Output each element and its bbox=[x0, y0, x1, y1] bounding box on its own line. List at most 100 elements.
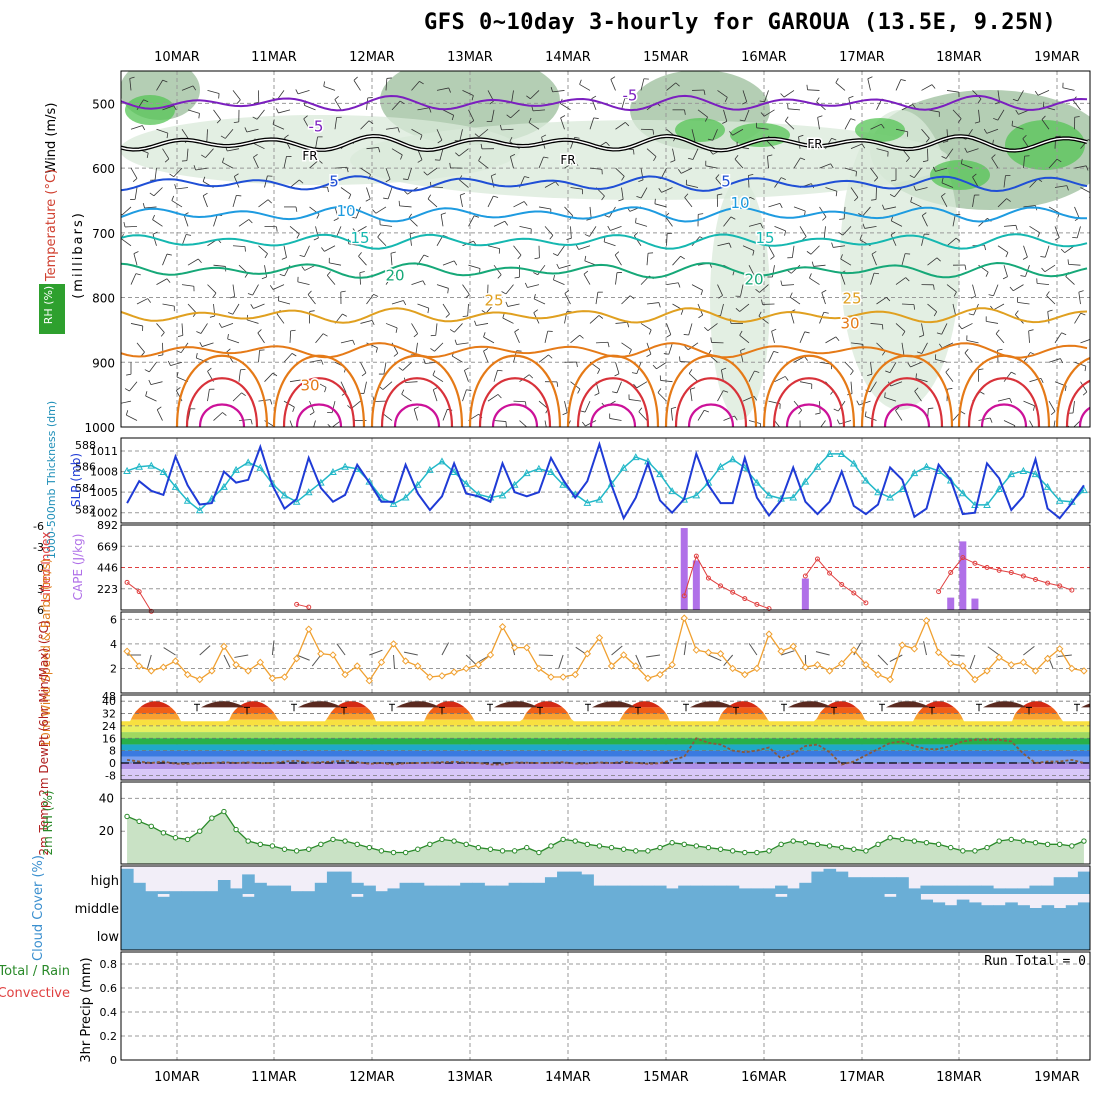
rh2m-marker bbox=[511, 848, 518, 854]
thickness-marker bbox=[801, 477, 810, 485]
wind-barb-flag bbox=[320, 359, 324, 365]
wind-barb-flag bbox=[359, 271, 365, 274]
wind-barb-flag bbox=[408, 213, 413, 219]
wind-barb bbox=[442, 303, 450, 315]
wind-barb bbox=[768, 351, 774, 363]
wind-speed-marker bbox=[607, 662, 616, 670]
wind-barb-flag bbox=[313, 237, 319, 241]
wind-barb-flag bbox=[831, 242, 834, 248]
wind-barb-flag bbox=[964, 264, 967, 270]
wind-barb-flag bbox=[466, 389, 472, 391]
thickness-marker bbox=[195, 506, 204, 514]
wind-barb bbox=[1048, 158, 1058, 169]
wind-barb bbox=[589, 226, 597, 237]
wind-speed-marker bbox=[583, 650, 592, 658]
thickness-marker bbox=[450, 467, 458, 475]
wind-barb bbox=[687, 342, 699, 351]
wind-barb-flag bbox=[784, 376, 789, 381]
thickness-marker bbox=[123, 466, 131, 474]
wind-barb-flag bbox=[680, 255, 685, 260]
wind-barb-flag bbox=[593, 117, 599, 119]
cloud-cell bbox=[944, 922, 958, 950]
wind-barb bbox=[478, 128, 489, 138]
rh2m-marker bbox=[451, 838, 457, 844]
cloud-cell bbox=[133, 922, 146, 950]
cloud-cell bbox=[145, 894, 158, 922]
wind-speed-marker bbox=[462, 664, 470, 673]
thickness-marker bbox=[522, 469, 531, 477]
wind-barb bbox=[820, 420, 826, 427]
wind-barb bbox=[945, 148, 954, 159]
wind-barb-flag bbox=[1014, 425, 1016, 427]
wind-barb bbox=[895, 410, 903, 421]
wind-barb bbox=[921, 84, 933, 91]
cloud-cell bbox=[666, 894, 679, 922]
cloud-cell bbox=[508, 922, 522, 950]
thickness-marker bbox=[1007, 470, 1016, 478]
rh-tick: 20 bbox=[99, 824, 114, 838]
wind-barb bbox=[436, 284, 449, 289]
lifted-index-marker bbox=[754, 601, 760, 607]
cloud-cell bbox=[678, 885, 691, 894]
wind-barb-flag bbox=[502, 313, 505, 319]
cloud-cell bbox=[823, 894, 837, 922]
cloud-cell bbox=[472, 882, 485, 894]
thickness-label: 1000-500mb Thickness (dm) bbox=[45, 401, 58, 559]
wind-barb-flag bbox=[905, 157, 910, 163]
thickness-marker bbox=[292, 497, 301, 505]
wind-barb-flag bbox=[667, 232, 673, 235]
cloud-cell bbox=[157, 922, 170, 950]
wind-barb-flag bbox=[798, 134, 804, 138]
wind-barb bbox=[183, 214, 189, 227]
wind-barb bbox=[910, 201, 922, 208]
wind-barb bbox=[1057, 654, 1072, 657]
wind-barb-flag bbox=[1011, 120, 1014, 126]
wind-barb-flag bbox=[177, 335, 183, 337]
wind-barb-flag bbox=[806, 84, 808, 90]
wind-speed-marker bbox=[523, 643, 531, 652]
wind-barb-flag bbox=[633, 383, 638, 389]
wind-barb-flag bbox=[402, 178, 409, 180]
wind-speed-marker bbox=[741, 670, 749, 679]
wind-barb bbox=[385, 323, 398, 329]
thickness-marker bbox=[559, 480, 567, 488]
wind-barb bbox=[257, 332, 265, 344]
wind-barb bbox=[256, 109, 265, 120]
wind-barb bbox=[692, 148, 699, 160]
cloud-cell bbox=[750, 888, 764, 894]
wind-barb bbox=[870, 323, 883, 325]
wind-barb bbox=[1017, 301, 1030, 305]
wind-barb-flag bbox=[323, 81, 326, 87]
lifted-index-marker bbox=[766, 606, 772, 612]
temp-tick: 40 bbox=[102, 695, 116, 708]
wind-barb-flag bbox=[270, 399, 273, 405]
wind-tick: 4 bbox=[110, 638, 117, 651]
wind-barb-flag bbox=[202, 176, 206, 182]
cloud-row-label: middle bbox=[75, 902, 119, 917]
wind-barb bbox=[894, 187, 903, 198]
rh2m-marker bbox=[633, 848, 639, 854]
wind-barb bbox=[945, 371, 954, 382]
rh2m-marker bbox=[427, 841, 433, 848]
wind-barb bbox=[789, 296, 801, 305]
rh2m-marker bbox=[209, 815, 215, 821]
rh2m-marker bbox=[826, 843, 833, 849]
cape-tick: 892 bbox=[97, 519, 118, 532]
wind-barb bbox=[670, 408, 673, 421]
cloud-cell bbox=[387, 888, 401, 894]
cloud-cell bbox=[133, 882, 146, 894]
cloud-cell bbox=[605, 894, 619, 922]
wind-speed-marker bbox=[414, 662, 422, 670]
temp-color-band bbox=[121, 738, 1090, 745]
wind-barb bbox=[615, 272, 618, 285]
wind-barb bbox=[1054, 226, 1060, 238]
li-tick: -6 bbox=[33, 520, 44, 533]
wind-barb-flag bbox=[739, 330, 743, 336]
wind-barb bbox=[375, 206, 387, 214]
wind-barb bbox=[232, 303, 240, 315]
wind-barb-flag bbox=[822, 216, 827, 221]
cloud-cell bbox=[484, 885, 497, 894]
wind-barb bbox=[385, 274, 394, 285]
lifted-index-marker bbox=[863, 600, 869, 606]
wind-barb-flag bbox=[427, 308, 430, 314]
